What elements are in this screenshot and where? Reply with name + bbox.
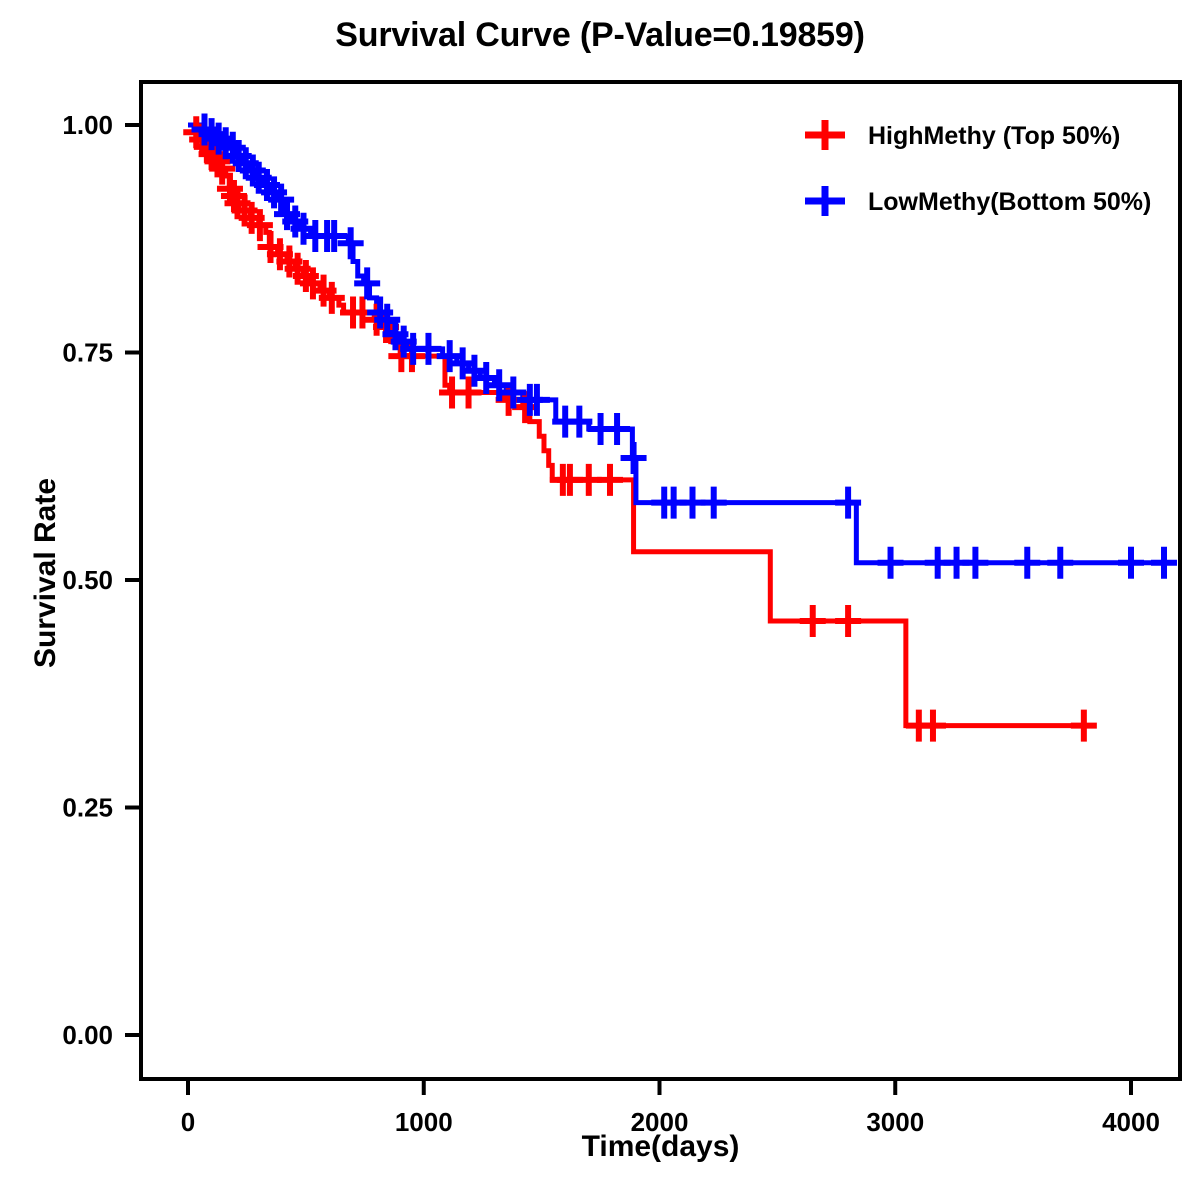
censor-tick <box>486 369 513 402</box>
censor-tick <box>596 463 623 496</box>
legend-label: HighMethy (Top 50%) <box>868 122 1120 150</box>
censor-tick <box>461 354 488 387</box>
y-tick-label-0: 0.00 <box>62 1020 113 1050</box>
plus-marker-icon <box>805 120 845 150</box>
legend-label: LowMethy(Bottom 50%) <box>868 188 1151 216</box>
x-tick-label-0: 0 <box>181 1107 195 1137</box>
censor-tick <box>455 376 482 409</box>
legend[interactable]: HighMethy (Top 50%) LowMethy(Bottom 50%) <box>805 120 1151 216</box>
censor-tick <box>604 412 631 445</box>
censor-tick <box>700 486 727 519</box>
censor-tick <box>436 340 463 373</box>
y-tick-label-0.25: 0.25 <box>62 793 113 823</box>
censor-tick <box>354 267 381 300</box>
legend-item-low-methy[interactable]: LowMethy(Bottom 50%) <box>805 186 1151 216</box>
x-tick-label-2000: 2000 <box>631 1107 689 1137</box>
censor-tick <box>566 405 593 438</box>
censor-tick <box>415 332 442 365</box>
censor-marks <box>183 113 1178 742</box>
censor-tick <box>246 209 273 242</box>
censor-tick <box>835 486 862 519</box>
y-tick-label-0.5: 0.50 <box>62 565 113 595</box>
censor-tick <box>919 709 946 742</box>
plot-panel-border <box>139 80 1182 1081</box>
censor-tick <box>449 347 476 380</box>
y-tick-label-1: 1.00 <box>62 110 113 140</box>
plus-marker-icon <box>805 186 845 216</box>
page-title: Survival Curve (P-Value=0.19859) <box>335 16 865 54</box>
censor-tick <box>209 152 236 185</box>
censor-tick <box>962 546 989 579</box>
censor-tick <box>877 546 904 579</box>
x-tick-label-3000: 3000 <box>866 1107 924 1137</box>
censor-tick <box>1047 546 1074 579</box>
x-tick-label-1000: 1000 <box>395 1107 453 1137</box>
censor-tick <box>523 383 550 416</box>
censor-tick <box>318 281 345 314</box>
censor-tick <box>473 361 500 394</box>
x-tick-label-4000: 4000 <box>1102 1107 1160 1137</box>
censor-tick <box>500 376 527 409</box>
censor-tick <box>1014 546 1041 579</box>
censor-tick <box>290 212 317 245</box>
censor-tick <box>620 442 647 475</box>
censor-tick <box>321 220 348 253</box>
legend-item-high-methy[interactable]: HighMethy (Top 50%) <box>805 120 1120 150</box>
censor-tick <box>1070 709 1097 742</box>
censor-tick <box>1151 546 1178 579</box>
axis-ticks: 0 1000 2000 3000 4000 0.00 0.25 0.50 0.75 1.00 <box>62 110 1160 1137</box>
censor-tick <box>337 227 364 260</box>
censor-tick <box>835 604 862 637</box>
x-axis-label: Time(days) <box>581 1130 740 1163</box>
censor-tick <box>1118 546 1144 579</box>
censor-tick <box>799 604 826 637</box>
censor-tick <box>512 391 539 424</box>
y-tick-label-0.75: 0.75 <box>62 338 113 368</box>
